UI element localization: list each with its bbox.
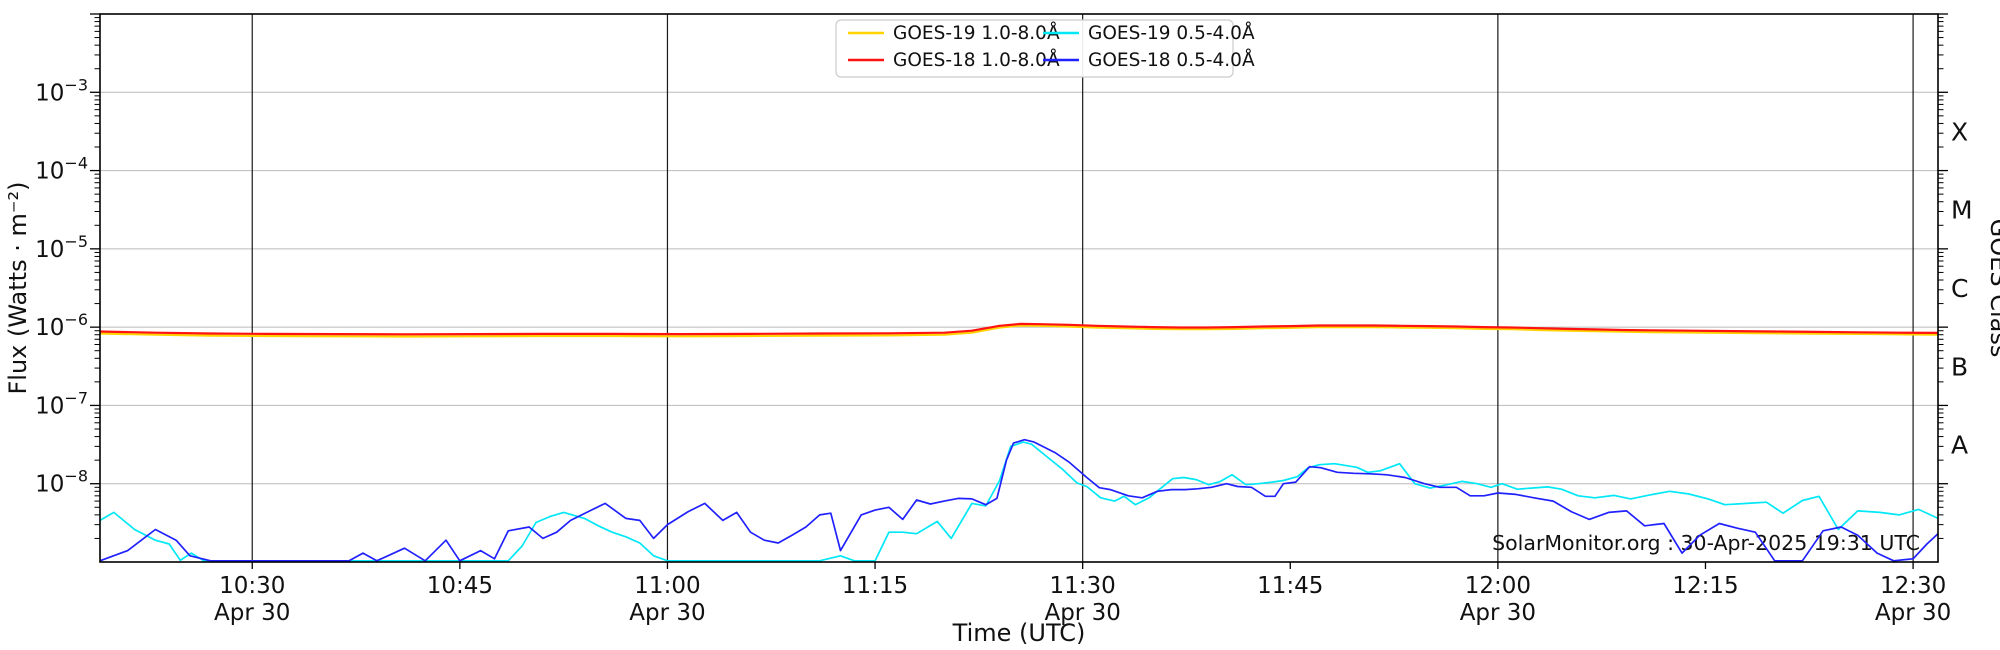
x-tick-label: 11:15 (842, 573, 908, 599)
y-tick-label: 10−8 (35, 467, 88, 498)
x-tick-date: Apr 30 (1044, 600, 1120, 626)
x-tick-label: 10:45 (427, 573, 493, 599)
y-tick-label: 10−7 (35, 388, 88, 419)
x-tick-label: 12:00 (1465, 573, 1531, 599)
x-tick-label: 11:00 (634, 573, 700, 599)
x-tick-date: Apr 30 (1875, 600, 1951, 626)
series-line-goes-19-1-0-8-0- (100, 324, 1938, 338)
goes-class-a: A (1951, 431, 1968, 460)
y-tick-label: 10−3 (35, 75, 88, 106)
watermark-annotation: SolarMonitor.org : 30-Apr-2025 19:31 UTC (1492, 531, 1920, 555)
goes-class-c: C (1951, 274, 1968, 303)
x-tick-label: 10:30 (219, 573, 285, 599)
goes-class-letters: X M C B A (1951, 117, 1973, 459)
y-axis-label: Flux (Watts · m⁻²) (4, 181, 32, 394)
y-tick-label: 10−5 (35, 232, 88, 263)
x-tick-label: 11:30 (1050, 573, 1116, 599)
axis-ticks (90, 13, 1948, 569)
x-tick-label: 12:15 (1672, 573, 1738, 599)
legend-label-goes18-long: GOES-18 1.0-8.0Å (893, 49, 1060, 71)
right-axis-label: GOES Class (1985, 219, 2000, 358)
goes-class-m: M (1951, 196, 1973, 225)
x-tick-date: Apr 30 (214, 600, 290, 626)
x-tick-date: Apr 30 (629, 600, 705, 626)
y-tick-label: 10−6 (35, 310, 88, 341)
y-tick-label: 10−4 (35, 154, 88, 185)
x-tick-label: 11:45 (1257, 573, 1323, 599)
goes-class-b: B (1951, 352, 1968, 381)
plot-border (99, 13, 1939, 563)
flux-curves (100, 322, 1938, 562)
series-line-goes-19-0-5-4-0- (100, 441, 1938, 562)
legend-label-goes19-long: GOES-19 1.0-8.0Å (893, 22, 1060, 44)
legend-label-goes19-short: GOES-19 0.5-4.0Å (1088, 22, 1255, 44)
legend-box (835, 19, 1234, 78)
legend: GOES-19 1.0-8.0Å GOES-18 1.0-8.0Å GOES-1… (835, 19, 1255, 78)
x-axis-label: Time (UTC) (952, 619, 1086, 647)
legend-label-goes18-short: GOES-18 0.5-4.0Å (1088, 49, 1255, 71)
series-line-goes-18-0-5-4-0- (100, 438, 1938, 562)
x-tick-date: Apr 30 (1460, 600, 1536, 626)
gridlines (100, 14, 1938, 562)
series-line-goes-18-1-0-8-0- (100, 322, 1938, 336)
goes-class-x: X (1951, 117, 1968, 146)
x-tick-label: 12:30 (1880, 573, 1946, 599)
